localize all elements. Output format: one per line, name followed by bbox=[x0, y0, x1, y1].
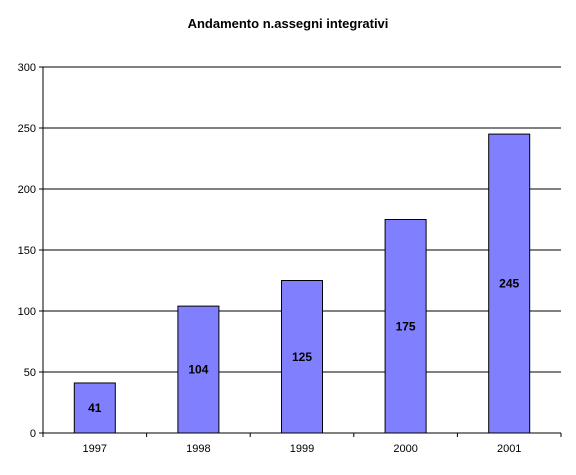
data-label-1999: 125 bbox=[292, 350, 312, 364]
data-label-1997: 41 bbox=[88, 401, 102, 415]
y-tick-label-100: 100 bbox=[18, 306, 36, 318]
data-label-2001: 245 bbox=[499, 277, 519, 291]
bar-1999 bbox=[281, 280, 323, 434]
x-tick-label-1997: 1997 bbox=[83, 443, 107, 455]
bar-2001 bbox=[488, 133, 531, 434]
x-tick-label-2000: 2000 bbox=[393, 443, 417, 455]
y-tick-label-250: 250 bbox=[18, 123, 36, 135]
bar-1998 bbox=[177, 305, 220, 434]
y-tick-label-300: 300 bbox=[18, 62, 36, 74]
x-tick-label-1998: 1998 bbox=[186, 443, 210, 455]
x-tick-label-2001: 2001 bbox=[497, 443, 521, 455]
y-tick-label-50: 50 bbox=[24, 367, 36, 379]
y-tick-label-0: 0 bbox=[30, 428, 36, 440]
x-tick-label-1999: 1999 bbox=[290, 443, 314, 455]
bar-1997 bbox=[73, 382, 116, 434]
bar-2000 bbox=[384, 219, 427, 434]
data-label-2000: 175 bbox=[396, 319, 416, 333]
data-label-1998: 104 bbox=[188, 363, 208, 377]
chart-title: Andamento n.assegni integrativi bbox=[187, 16, 389, 31]
y-tick-label-200: 200 bbox=[18, 184, 36, 196]
y-tick-label-150: 150 bbox=[18, 245, 36, 257]
